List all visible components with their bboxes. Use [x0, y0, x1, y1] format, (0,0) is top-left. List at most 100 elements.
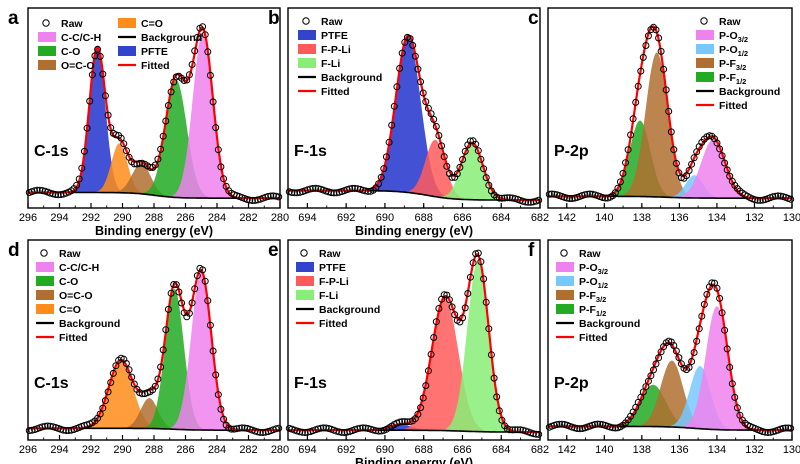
raw-point [440, 291, 448, 299]
peak-c-c-c-h [28, 33, 280, 199]
raw-point [122, 147, 130, 155]
raw-point [125, 366, 133, 374]
x-tick-label: 688 [415, 212, 433, 224]
raw-point [91, 52, 99, 60]
legend-swatch [296, 276, 314, 286]
raw-point [459, 314, 467, 322]
raw-point [599, 194, 607, 201]
raw-point [191, 47, 199, 55]
panel-f: 142 140 138 136 134 132 130 f P-2p Raw P-O3/2P-O1/… [528, 239, 800, 456]
raw-point [472, 140, 480, 148]
legend-swatch [38, 46, 56, 56]
legend-label: Background [141, 32, 202, 44]
legend-label: PTFE [321, 30, 348, 42]
panel-letter: a [8, 8, 19, 29]
raw-point [107, 379, 115, 386]
raw-point [101, 397, 109, 405]
legend-swatch [556, 304, 574, 314]
raw-point [206, 71, 214, 79]
raw-point [361, 424, 369, 432]
raw-point [96, 410, 104, 418]
raw-point [566, 195, 574, 202]
raw-point [112, 362, 120, 370]
raw-point [38, 423, 46, 431]
legend-raw-marker [302, 17, 310, 25]
raw-point [272, 425, 280, 433]
legend-swatch [696, 44, 714, 54]
raw-point [713, 139, 721, 147]
raw-point [652, 360, 660, 368]
legend-raw-marker [42, 19, 50, 27]
x-tick-label: 288 [145, 444, 163, 456]
raw-point [109, 369, 117, 377]
raw-point [782, 424, 790, 432]
raw-point [398, 418, 406, 426]
x-axis-label: Binding energy (eV) [355, 224, 473, 238]
panel-e: 694 692 690 688 686 684 682 Binding energy (eV)… [268, 239, 549, 464]
raw-point [461, 304, 469, 312]
raw-point [535, 430, 543, 438]
raw-point [330, 189, 338, 197]
legend-raw-marker [560, 249, 568, 257]
raw-point [555, 420, 563, 428]
legend-label: C=O [141, 18, 163, 30]
raw-point [364, 187, 372, 195]
raw-point [754, 196, 762, 204]
raw-point [639, 53, 647, 61]
raw-point [445, 296, 453, 304]
raw-point [427, 350, 435, 358]
raw-point [519, 197, 527, 205]
core-level-label: P-2p [554, 375, 589, 392]
raw-point [78, 164, 86, 172]
raw-point [430, 334, 438, 341]
raw-point [396, 418, 404, 426]
legend-swatch [38, 60, 56, 70]
raw-point [59, 426, 67, 434]
legend-label: F-P-Li [319, 276, 349, 288]
raw-point [784, 424, 792, 432]
raw-data [545, 279, 795, 436]
legend-swatch [296, 290, 314, 300]
raw-point [639, 388, 647, 396]
raw-point [333, 189, 341, 197]
raw-point [650, 366, 657, 374]
raw-point [164, 305, 172, 313]
raw-point [698, 312, 706, 320]
raw-point [396, 64, 404, 72]
raw-point [482, 298, 490, 306]
legend-swatch [696, 72, 714, 82]
raw-point [54, 191, 62, 199]
legend-label: F-Li [321, 58, 340, 70]
raw-point [438, 142, 446, 150]
raw-point [652, 26, 660, 34]
legend-label: O=C-O [59, 290, 93, 302]
raw-point [75, 175, 83, 183]
raw-point [495, 407, 503, 415]
raw-point [432, 123, 440, 130]
x-tick-label: 134 [708, 212, 726, 224]
raw-point [414, 410, 422, 418]
legend-label: P-F3/2 [579, 290, 606, 304]
raw-point [217, 405, 225, 413]
legend-swatch [36, 290, 54, 300]
raw-point [435, 132, 443, 139]
raw-point [338, 428, 346, 436]
raw-point [616, 178, 624, 186]
raw-point [159, 132, 167, 140]
legend-label: Fitted [141, 60, 170, 72]
raw-point [435, 305, 443, 312]
x-tick-label: 142 [558, 212, 576, 224]
raw-point [670, 342, 678, 349]
x-tick-label: 134 [708, 444, 726, 456]
raw-point [346, 185, 354, 193]
x-tick-label: 142 [558, 444, 576, 456]
raw-point [545, 190, 553, 198]
raw-data [285, 33, 543, 206]
legend-label: PFTE [141, 46, 168, 58]
raw-point [136, 159, 144, 167]
raw-point [401, 418, 409, 426]
raw-point [99, 404, 107, 412]
raw-point [591, 421, 599, 428]
raw-data [25, 264, 283, 436]
fitted-line [288, 252, 540, 434]
